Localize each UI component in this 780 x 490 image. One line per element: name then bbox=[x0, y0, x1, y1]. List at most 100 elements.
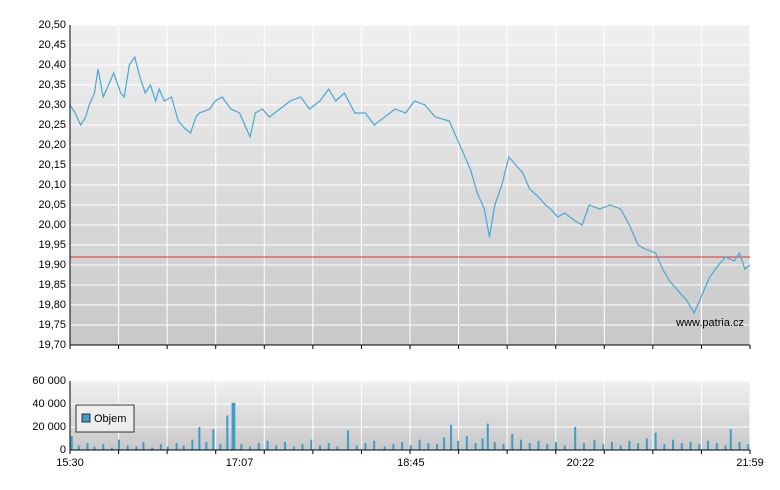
volume-bar bbox=[401, 441, 404, 450]
y-tick-label: 20,05 bbox=[38, 199, 66, 211]
volume-bar bbox=[117, 439, 120, 450]
volume-bar bbox=[593, 439, 596, 450]
volume-bar bbox=[102, 444, 105, 450]
x-tick-label: 20:22 bbox=[567, 457, 595, 469]
volume-bar bbox=[110, 447, 113, 450]
volume-bar bbox=[689, 441, 692, 450]
y-tick-label: 60 000 bbox=[32, 375, 66, 387]
volume-bar bbox=[409, 445, 412, 450]
price-line bbox=[69, 55, 751, 315]
volume-bar bbox=[574, 427, 577, 450]
volume-bar bbox=[212, 429, 215, 450]
volume-bar bbox=[554, 441, 557, 450]
volume-bar bbox=[511, 433, 514, 450]
volume-bar bbox=[502, 444, 505, 450]
x-tick-label: 17:07 bbox=[226, 457, 254, 469]
volume-bar bbox=[292, 446, 295, 450]
volume-bar bbox=[86, 443, 89, 450]
volume-bar bbox=[364, 443, 367, 450]
y-tick-label: 19,75 bbox=[38, 319, 66, 331]
volume-bar bbox=[520, 439, 523, 450]
volume-bar bbox=[355, 445, 358, 450]
volume-bar bbox=[436, 444, 439, 450]
volume-bar bbox=[418, 439, 421, 450]
y-tick-label: 40 000 bbox=[32, 398, 66, 410]
legend-label: Objem bbox=[94, 413, 126, 425]
volume-bar bbox=[563, 445, 566, 450]
y-tick-label: 20,40 bbox=[38, 59, 66, 71]
volume-bar bbox=[166, 446, 169, 450]
volume-bar bbox=[392, 444, 395, 450]
volume-bar bbox=[450, 424, 453, 450]
y-tick-label: 20,50 bbox=[38, 19, 66, 31]
volume-bar bbox=[226, 415, 229, 450]
volume-bar bbox=[142, 441, 145, 450]
y-tick-label: 20,45 bbox=[38, 39, 66, 51]
volume-bar bbox=[373, 440, 376, 450]
volume-bar bbox=[663, 444, 666, 450]
volume-bar bbox=[205, 441, 208, 450]
volume-bar bbox=[266, 440, 269, 450]
volume-bar bbox=[191, 439, 194, 450]
y-tick-label: 20,35 bbox=[38, 79, 66, 91]
volume-bar bbox=[175, 443, 178, 450]
y-tick-label: 0 bbox=[60, 444, 66, 456]
volume-bar bbox=[645, 438, 648, 450]
volume-bar bbox=[654, 432, 657, 450]
y-tick-label: 20,00 bbox=[38, 219, 66, 231]
y-tick-label: 19,95 bbox=[38, 239, 66, 251]
volume-bar bbox=[336, 446, 339, 450]
volume-bar bbox=[707, 440, 710, 450]
volume-bar bbox=[747, 444, 750, 450]
volume-bar bbox=[457, 440, 460, 450]
volume-bar bbox=[637, 443, 640, 450]
volume-bar bbox=[724, 445, 727, 450]
volume-bar bbox=[443, 437, 446, 450]
legend-swatch bbox=[81, 413, 91, 423]
volume-bar bbox=[182, 445, 185, 450]
volume-bar bbox=[233, 402, 236, 450]
volume-bar bbox=[135, 446, 138, 450]
volume-bar bbox=[151, 447, 154, 450]
volume-bar bbox=[738, 441, 741, 450]
y-tick-label: 20,30 bbox=[38, 99, 66, 111]
volume-bar bbox=[275, 445, 278, 450]
x-tick-label: 18:45 bbox=[397, 457, 425, 469]
volume-bar bbox=[481, 438, 484, 450]
y-tick-label: 19,80 bbox=[38, 299, 66, 311]
volume-bar bbox=[77, 445, 80, 450]
volume-bar bbox=[301, 444, 304, 450]
y-tick-label: 20 000 bbox=[32, 421, 66, 433]
volume-bar bbox=[672, 439, 675, 450]
y-tick-label: 20,15 bbox=[38, 159, 66, 171]
y-tick-label: 20,25 bbox=[38, 119, 66, 131]
volume-bar bbox=[249, 446, 252, 450]
volume-bar bbox=[628, 440, 631, 450]
volume-bar bbox=[383, 446, 386, 450]
y-tick-label: 20,20 bbox=[38, 139, 66, 151]
volume-bar bbox=[257, 443, 260, 450]
y-tick-label: 19,70 bbox=[38, 339, 66, 351]
x-tick-label: 21:59 bbox=[736, 457, 764, 469]
volume-bar bbox=[346, 430, 349, 450]
volume-bar bbox=[126, 445, 129, 450]
volume-bar bbox=[680, 443, 683, 450]
y-tick-label: 19,85 bbox=[38, 279, 66, 291]
volume-bar bbox=[465, 436, 468, 450]
volume-bar bbox=[284, 441, 287, 450]
volume-bar bbox=[231, 402, 234, 450]
watermark: www.patria.cz bbox=[675, 317, 744, 329]
volume-bar bbox=[240, 444, 243, 450]
volume-bar bbox=[619, 445, 622, 450]
y-tick-label: 19,90 bbox=[38, 259, 66, 271]
volume-bar bbox=[93, 446, 96, 450]
volume-bar bbox=[198, 427, 201, 450]
volume-bar bbox=[486, 423, 489, 450]
volume-bar bbox=[159, 444, 162, 450]
volume-bar bbox=[610, 441, 613, 450]
volume-bar bbox=[537, 440, 540, 450]
volume-bar bbox=[327, 443, 330, 450]
volume-bar bbox=[493, 441, 496, 450]
volume-bar bbox=[427, 443, 430, 450]
